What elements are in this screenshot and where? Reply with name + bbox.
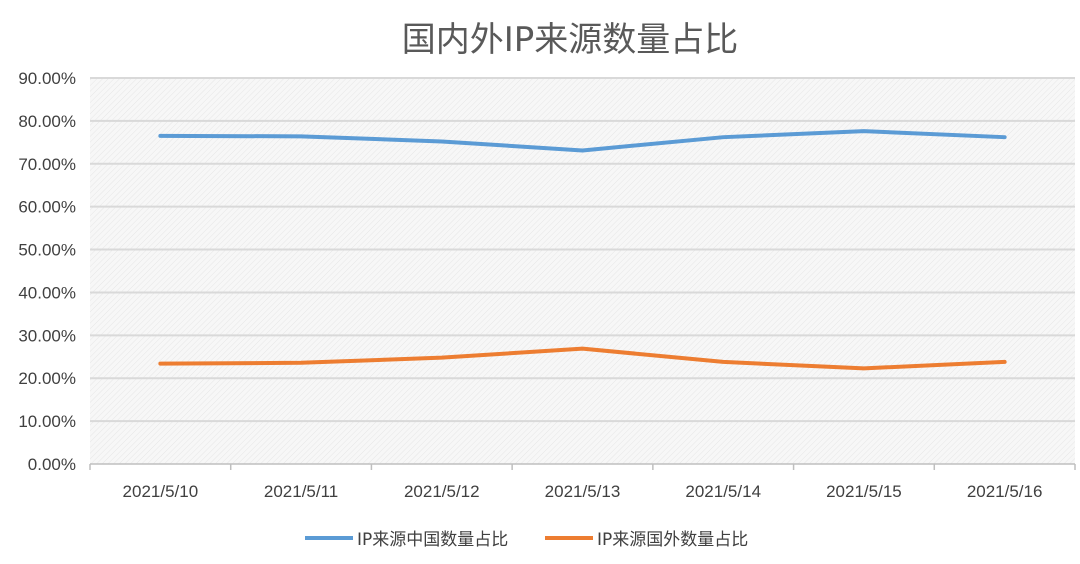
legend-label: IP来源中国数量占比 [357,530,508,550]
x-tick-label: 2021/5/10 [123,482,199,501]
x-tick-label: 2021/5/12 [404,482,480,501]
y-tick-label: 10.00% [18,412,76,431]
y-tick-label: 40.00% [18,283,76,302]
legend-label: IP来源国外数量占比 [597,530,748,550]
x-tick-label: 2021/5/14 [685,482,761,501]
x-tick-label: 2021/5/13 [545,482,621,501]
x-tick-label: 2021/5/15 [826,482,902,501]
x-tick-label: 2021/5/16 [967,482,1043,501]
y-tick-label: 90.00% [18,69,76,88]
y-tick-label: 50.00% [18,241,76,260]
y-tick-label: 80.00% [18,112,76,131]
y-tick-label: 0.00% [28,455,76,474]
y-tick-label: 20.00% [18,369,76,388]
y-tick-label: 30.00% [18,326,76,345]
chart-title: 国内外IP来源数量占比 [401,20,739,60]
y-tick-label: 70.00% [18,155,76,174]
x-tick-label: 2021/5/11 [264,482,338,501]
y-tick-label: 60.00% [18,198,76,217]
plot-area [90,78,1075,464]
